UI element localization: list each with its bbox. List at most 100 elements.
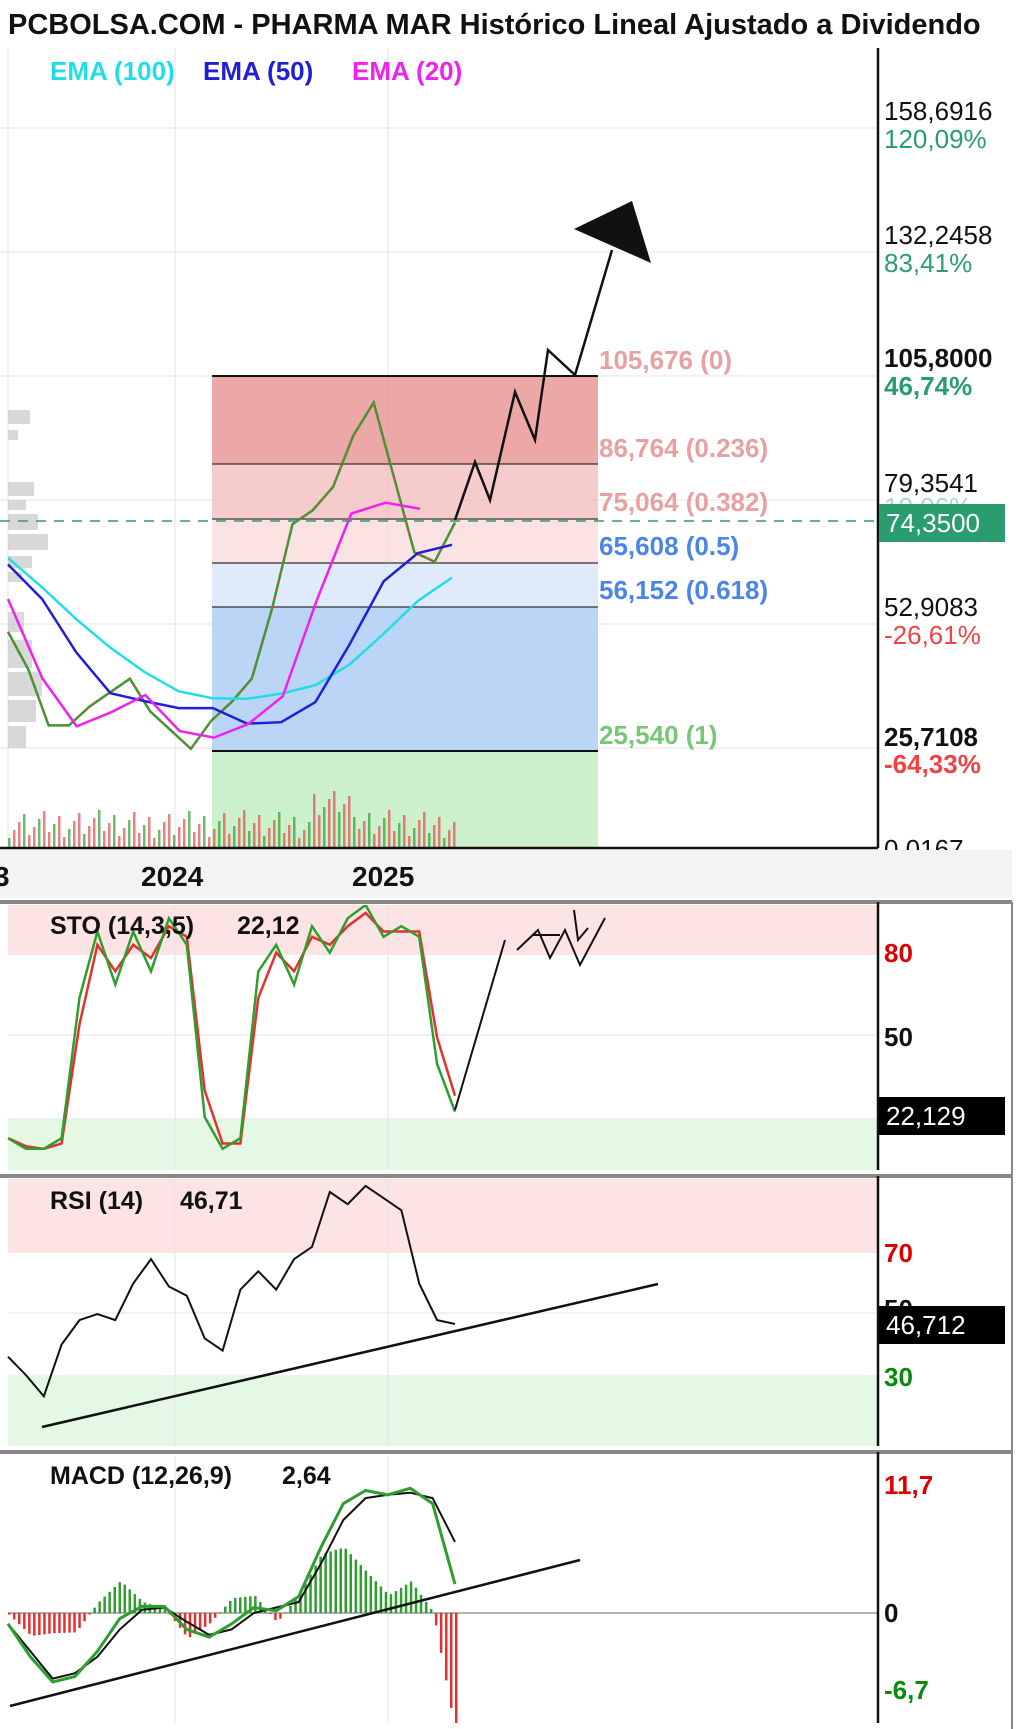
- volume-bar: [378, 826, 381, 848]
- macd-histogram-bar: [249, 1596, 252, 1613]
- fib-label-05: 65,608 (0.5): [599, 531, 739, 561]
- price-series-down-overlay: [7, 400, 456, 750]
- volume-bar: [68, 829, 71, 848]
- volume-bar: [338, 812, 341, 848]
- macd-histogram-bar: [133, 1594, 137, 1613]
- macd-histogram-bar: [83, 1613, 86, 1622]
- macd-histogram-bar: [239, 1597, 242, 1613]
- volume-bar: [398, 823, 401, 848]
- fib-label-0236: 86,764 (0.236): [599, 433, 768, 463]
- fib-label-1: 25,540 (1): [599, 720, 718, 750]
- rsi-value-label: 46,71: [180, 1187, 243, 1215]
- macd-histogram-bar: [289, 1605, 292, 1613]
- macd-histogram-bar: [48, 1613, 51, 1634]
- volume-bar: [173, 835, 176, 848]
- volume-bar: [168, 814, 171, 848]
- macd-histogram-bar: [354, 1559, 358, 1613]
- volume-bar: [198, 824, 201, 848]
- macd-histogram-bar: [429, 1609, 433, 1613]
- last-price-tag: [879, 504, 1005, 542]
- rsi-line: [7, 1184, 456, 1399]
- rsi-title: RSI (14): [50, 1187, 143, 1215]
- volume-bar: [158, 830, 161, 848]
- macd-panel: MACD (12,26,9) 2,64 11,7 0 -6,7: [0, 1450, 1012, 1723]
- macd-histogram-bar: [33, 1613, 36, 1636]
- volume-bar: [73, 821, 76, 848]
- volume-bar: [128, 820, 131, 848]
- volume-bar: [78, 813, 81, 848]
- macd-histogram-bar: [123, 1584, 126, 1613]
- rsi-tick-30: 30: [884, 1362, 913, 1392]
- volume-bar: [43, 811, 46, 848]
- price-axis-labels: 158,6916 120,09% 132,2458 83,41% 105,800…: [884, 96, 992, 864]
- macd-histogram-bar: [450, 1613, 453, 1708]
- volume-bar: [148, 817, 151, 848]
- volume-bar: [53, 824, 56, 848]
- price-tick: 52,9083: [884, 592, 978, 622]
- volume-bar: [448, 830, 451, 848]
- volume-bar: [8, 838, 11, 848]
- macd-histogram-bar: [98, 1601, 101, 1613]
- volume-bar: [233, 826, 236, 848]
- macd-histogram-bar: [294, 1599, 297, 1613]
- macd-histogram-bar: [18, 1613, 21, 1625]
- macd-histogram-bar: [324, 1552, 327, 1613]
- volume-bar: [418, 820, 421, 848]
- macd-histogram-bar: [445, 1613, 448, 1681]
- volume-bar: [333, 791, 336, 848]
- volume-bar: [373, 834, 376, 848]
- volume-bar: [313, 794, 316, 848]
- macd-line: [6, 1486, 457, 1684]
- macd-histogram-bar: [188, 1613, 192, 1638]
- macd-histogram-bar: [424, 1601, 428, 1613]
- macd-histogram-bar: [53, 1613, 56, 1634]
- volume-bar: [228, 834, 231, 848]
- sto-oversold-zone: [8, 1118, 878, 1170]
- volume-bar: [283, 833, 286, 848]
- macd-histogram-bar: [43, 1613, 46, 1635]
- volume-bar: [83, 834, 86, 848]
- macd-histogram-bar: [304, 1583, 307, 1613]
- rsi-overbought-zone: [8, 1179, 878, 1253]
- macd-histogram-bar: [349, 1554, 352, 1613]
- volume-bar: [18, 822, 21, 848]
- rsi-last-value-tag: [879, 1306, 1005, 1344]
- macd-histogram-bar: [314, 1565, 317, 1613]
- rsi-trendline: [41, 1282, 659, 1429]
- macd-histogram-bar: [434, 1613, 438, 1626]
- volume-bar: [23, 814, 26, 848]
- macd-histogram-bar: [103, 1596, 106, 1613]
- volume-bar: [433, 825, 436, 848]
- volume-bar: [33, 827, 36, 848]
- volume-bar: [238, 818, 241, 848]
- volume-bar: [293, 817, 296, 848]
- volume-bar: [88, 826, 91, 848]
- macd-histogram-bar: [208, 1613, 212, 1624]
- sto-tick-50: 50: [884, 1022, 913, 1052]
- volume-bar: [403, 815, 406, 848]
- volume-bar: [263, 836, 266, 848]
- last-price-value: 74,3500: [886, 508, 980, 538]
- volume-profile: [8, 410, 48, 748]
- volume-bar: [123, 828, 126, 848]
- macd-histogram-bar: [389, 1594, 393, 1613]
- sto-title: STO (14,3,5): [50, 912, 194, 940]
- price-tick-pct: 46,74%: [884, 371, 972, 401]
- macd-histogram-bar: [38, 1613, 41, 1635]
- macd-histogram-bar: [394, 1591, 398, 1613]
- macd-histogram-bar: [8, 1613, 11, 1615]
- volume-bar: [163, 822, 166, 848]
- rsi-last-value: 46,712: [886, 1310, 966, 1340]
- volume-bar: [408, 836, 411, 848]
- macd-histogram-bar: [364, 1570, 368, 1613]
- volume-bar: [103, 831, 106, 848]
- price-tick-pct: -64,33%: [884, 749, 981, 779]
- macd-histogram-bar: [334, 1549, 337, 1613]
- macd-histogram-bar: [374, 1581, 378, 1613]
- legend-ema-100: EMA (100): [50, 56, 175, 86]
- macd-histogram-bar: [409, 1581, 413, 1613]
- macd-histogram-bar: [439, 1613, 443, 1653]
- macd-title: MACD (12,26,9): [50, 1462, 232, 1490]
- macd-histogram-bar: [254, 1596, 257, 1613]
